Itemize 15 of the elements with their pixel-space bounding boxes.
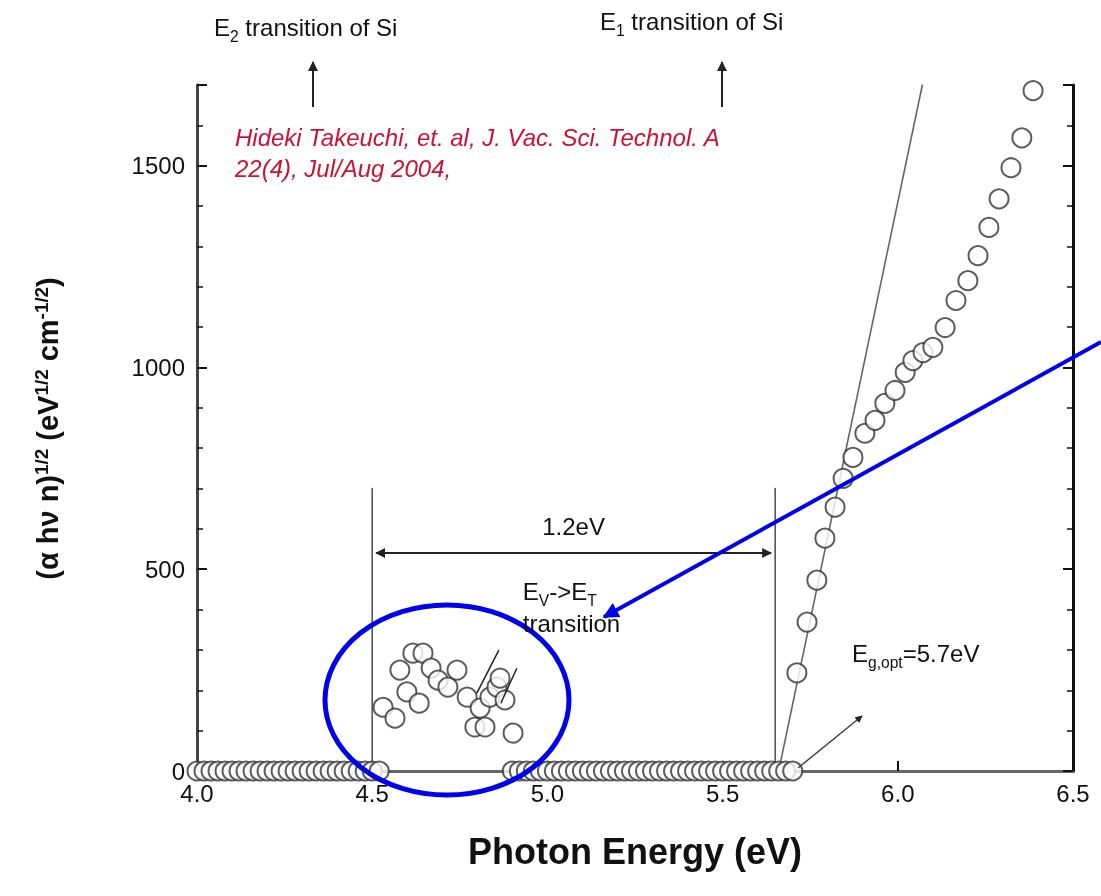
x-tick-label: 4.5 xyxy=(355,779,389,807)
annotation: E$_{V}$->E$_{T}$ transition xyxy=(522,578,622,638)
text: E$_{2}$ transition of Si xyxy=(214,14,398,46)
y-tick-label: 1000 xyxy=(131,353,185,381)
annotation: Hideki Takeuchi, et. al, J. Vac. Sci. Technol. A 22(4), Jul/Aug 2004, xyxy=(235,123,720,185)
y-tick-label: 500 xyxy=(144,555,185,583)
annotation: E$_{g,opt}$=5.7eV xyxy=(852,640,980,672)
text: E$_{1}$ transition of Si xyxy=(600,8,784,40)
x-tick-label: 6.0 xyxy=(881,779,915,807)
y-tick-label: 1500 xyxy=(131,152,185,180)
x-tick-label: 6.5 xyxy=(1056,779,1090,807)
x-tick-label: 5.0 xyxy=(530,779,565,807)
x-axis-title: Photon Energy (eV) xyxy=(467,830,803,872)
annotation: 1.2eV xyxy=(542,513,605,541)
x-tick-label: 5.5 xyxy=(705,779,740,807)
